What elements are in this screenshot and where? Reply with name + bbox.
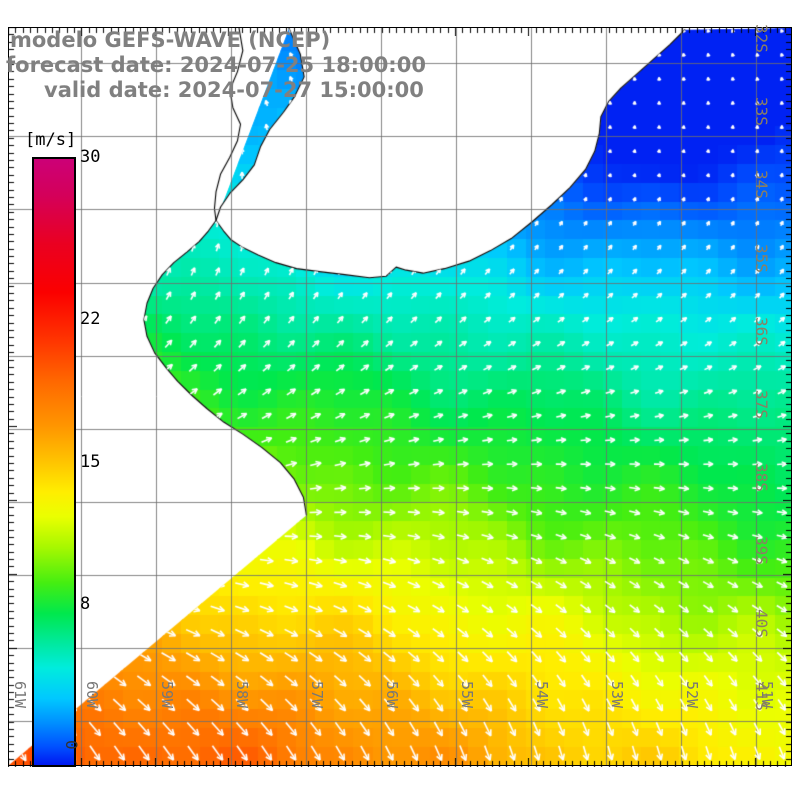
lat-label-36S: 36S (752, 317, 771, 346)
title-model-line: modelo GEFS-WAVE (NCEP) (10, 28, 331, 52)
right-axis-ticks (783, 27, 792, 766)
colorbar-tick-zero: 0 (62, 740, 81, 750)
lat-label-40S: 40S (752, 609, 771, 638)
lon-label-54W: 54W (533, 681, 551, 709)
lat-label-38S: 38S (752, 463, 771, 492)
lat-label-37S: 37S (752, 390, 771, 419)
colorbar-tick-22: 22 (80, 309, 101, 330)
lat-label-32S: 32S (752, 24, 771, 53)
wind-direction-arrows (9, 28, 791, 765)
colorbar-unit-label: [m/s] (25, 130, 77, 150)
lon-label-61W: 61W (11, 681, 29, 709)
lon-label-51W: 51W (758, 681, 776, 709)
colorbar[interactable] (32, 157, 76, 767)
lat-label-39S: 39S (752, 536, 771, 565)
lon-label-58W: 58W (233, 681, 251, 709)
bottom-axis-ticks (8, 758, 792, 767)
lon-label-60W: 60W (83, 681, 101, 709)
colorbar-tick-8: 8 (80, 593, 91, 614)
colorbar-tick-15: 15 (80, 451, 101, 472)
title-forecast-date-line: forecast date: 2024-07-25 18:00:00 (6, 53, 426, 77)
lon-label-55W: 55W (458, 681, 476, 709)
map-plot-area[interactable] (8, 27, 792, 766)
chart-title-block: modelo GEFS-WAVE (NCEP) forecast date: 2… (0, 28, 520, 103)
lat-label-33S: 33S (752, 97, 771, 126)
lon-label-56W: 56W (383, 681, 401, 709)
lon-label-59W: 59W (158, 681, 176, 709)
left-axis-ticks (8, 27, 17, 766)
lat-label-34S: 34S (752, 170, 771, 199)
colorbar-gradient (32, 157, 76, 767)
title-valid-date-line: valid date: 2024-07-27 15:00:00 (44, 78, 424, 102)
lat-label-41S: 41S (752, 682, 771, 711)
colorbar-tick-30: 30 (80, 147, 101, 167)
lon-label-53W: 53W (608, 681, 626, 709)
lat-label-35S: 35S (752, 244, 771, 273)
lon-label-52W: 52W (683, 681, 701, 709)
lon-label-57W: 57W (308, 681, 326, 709)
top-axis-ticks (8, 27, 792, 36)
